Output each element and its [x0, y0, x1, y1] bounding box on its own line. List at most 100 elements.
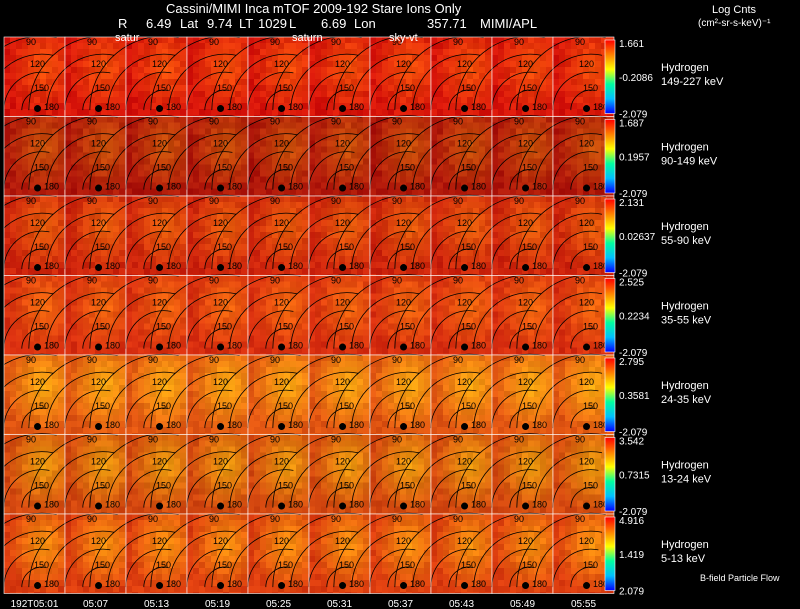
heatmap-cell [565, 55, 571, 61]
contour-label: 180 [410, 102, 425, 112]
heatmap-cell [412, 182, 418, 189]
heatmap-cell [46, 188, 52, 195]
heatmap-cell [266, 55, 272, 61]
heatmap-cell [89, 134, 95, 141]
heatmap-cell [418, 176, 424, 183]
heatmap-cell [339, 55, 345, 61]
heatmap-cell [260, 79, 266, 85]
heatmap-cell [10, 97, 16, 103]
heatmap-cell [583, 73, 589, 79]
contour-label: 120 [457, 139, 472, 149]
heatmap-cell [369, 67, 370, 73]
heatmap-cell [168, 37, 174, 43]
heatmap-cell [272, 170, 278, 177]
heatmap-cell [577, 128, 583, 135]
heatmap-cell [46, 43, 52, 49]
heatmap-cell [345, 103, 351, 109]
heatmap-cell [205, 176, 211, 183]
heatmap-cell [412, 116, 418, 123]
heatmap-cell [339, 79, 345, 85]
heatmap-cell [16, 73, 22, 79]
heatmap-cell [290, 140, 296, 147]
heatmap-cell [174, 152, 180, 159]
heatmap-cell [424, 244, 430, 250]
heatmap-cell [156, 97, 162, 103]
heatmap-cell [247, 116, 248, 123]
heatmap-cell [77, 122, 83, 129]
heatmap-cell [113, 220, 119, 226]
heatmap-cell [162, 128, 168, 135]
heatmap-cell [64, 128, 65, 135]
heatmap-cell [369, 164, 370, 171]
heatmap-cell [101, 176, 107, 183]
heatmap-cell [369, 49, 370, 55]
heatmap-cell [248, 115, 254, 117]
contour-label: 90 [26, 196, 36, 206]
heatmap-cell [455, 73, 461, 79]
heatmap-cell [345, 109, 351, 115]
heatmap-cell [199, 152, 205, 159]
heatmap-cell [266, 134, 272, 141]
saturn-marker [34, 105, 42, 113]
heatmap-cell [119, 152, 125, 159]
contour-label: 180 [44, 182, 59, 192]
heatmap-cell [309, 116, 315, 123]
heatmap-cell [284, 67, 290, 73]
heatmap-cell [321, 79, 327, 85]
heatmap-cell [589, 91, 595, 97]
heatmap-cell [546, 115, 552, 117]
contour-label: 120 [152, 59, 167, 69]
heatmap-cell [150, 128, 156, 135]
heatmap-cell [71, 170, 77, 177]
heatmap-cell [211, 79, 217, 85]
heatmap-cell [449, 85, 455, 91]
heatmap-cell [552, 122, 553, 129]
heatmap-cell [77, 73, 83, 79]
heatmap-cell [308, 73, 309, 79]
heatmap-cell [321, 158, 327, 165]
heatmap-cell [144, 103, 150, 109]
heatmap-cell [113, 176, 119, 183]
heatmap-cell [168, 146, 174, 153]
contour-label: 150 [217, 83, 232, 93]
heatmap-cell [546, 37, 552, 43]
heatmap-cell [223, 182, 229, 189]
heatmap-cell [430, 79, 431, 85]
heatmap-cell [302, 226, 308, 232]
heatmap-cell [52, 103, 58, 109]
heatmap-cell [113, 43, 119, 49]
heatmap-cell [510, 85, 516, 91]
heatmap-cell [412, 122, 418, 129]
heatmap-cell [10, 73, 16, 79]
heatmap-cell [144, 194, 150, 196]
heatmap-cell [113, 128, 119, 135]
heatmap-cell [333, 140, 339, 147]
heatmap-cell [205, 103, 211, 109]
heatmap-cell [64, 67, 65, 73]
heatmap-cell [577, 109, 583, 115]
heatmap-cell [455, 158, 461, 165]
heatmap-cell [89, 170, 95, 177]
heatmap-cell [443, 49, 449, 55]
heatmap-cell [125, 146, 126, 153]
heatmap-cell [309, 103, 315, 109]
heatmap-cell [595, 67, 601, 73]
contour-line [552, 71, 599, 111]
heatmap-cell [473, 97, 479, 103]
heatmap-cell [71, 116, 77, 123]
heatmap-cell [16, 182, 22, 189]
heatmap-cell [174, 97, 180, 103]
heatmap-cell [83, 146, 89, 153]
heatmap-cell [34, 91, 40, 97]
heatmap-cell [199, 134, 205, 141]
heatmap-cell [46, 109, 52, 115]
heatmap-cell [144, 55, 150, 61]
heatmap-cell [522, 97, 528, 103]
heatmap-cell [272, 103, 278, 109]
contour-line [333, 115, 423, 190]
heatmap-cell [400, 61, 406, 67]
heatmap-cell [266, 238, 272, 244]
heatmap-cell [321, 262, 327, 268]
heatmap-cell [400, 256, 406, 262]
heatmap-cell [559, 238, 565, 244]
